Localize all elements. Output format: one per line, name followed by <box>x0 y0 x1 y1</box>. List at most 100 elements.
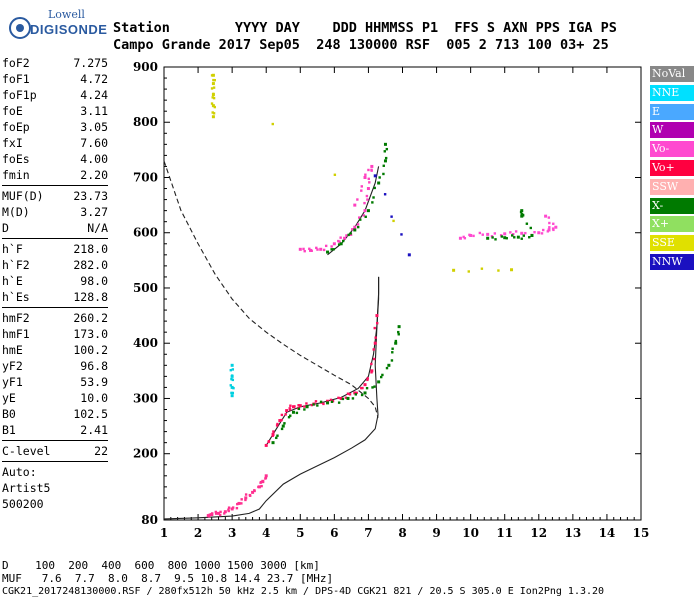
echo-point <box>348 393 352 396</box>
echo-point <box>346 392 350 395</box>
param-row: hmF2 260.2 <box>2 310 108 326</box>
echo-point <box>548 221 551 225</box>
echo-point <box>319 400 323 404</box>
echo-point <box>230 374 234 377</box>
legend-item: X- <box>650 197 694 214</box>
echo-point <box>227 508 230 511</box>
echo-point <box>356 223 360 226</box>
param-row: foEs 4.00 <box>2 151 108 167</box>
x-tick-label: 7 <box>364 526 372 540</box>
echo-point <box>357 225 360 229</box>
echo-point <box>530 233 534 237</box>
echo-point <box>490 235 494 238</box>
echo-point <box>230 507 234 511</box>
param-row: hmE 100.2 <box>2 342 108 358</box>
echo-point <box>231 391 235 395</box>
echo-point <box>397 333 400 336</box>
echo-point <box>390 215 393 218</box>
echo-point <box>478 231 482 235</box>
echo-point <box>503 236 507 240</box>
echo-point <box>363 391 367 395</box>
echo-point <box>217 511 221 515</box>
param-value: 102.5 <box>73 407 108 421</box>
echo-point <box>211 96 214 99</box>
echo-point <box>297 407 301 411</box>
echo-point <box>219 510 222 514</box>
echo-point <box>208 515 211 518</box>
param-row: yF2 96.8 <box>2 358 108 374</box>
echo-point <box>363 175 367 179</box>
echo-point <box>212 92 215 96</box>
clevel-row: C-level 22 <box>2 443 108 459</box>
echo-point <box>230 385 234 389</box>
echo-point <box>497 269 500 272</box>
echo-point <box>500 235 504 238</box>
param-value: 2.41 <box>80 423 108 437</box>
distance-row: D 100 200 400 600 800 1000 1500 3000 [km… <box>2 559 320 572</box>
x-tick-label: 2 <box>194 526 202 540</box>
echo-point <box>547 228 551 232</box>
echo-point <box>230 377 233 381</box>
echo-point <box>314 400 318 403</box>
echo-point <box>264 474 268 478</box>
echo-point <box>280 418 283 422</box>
y-tick-label: 700 <box>133 170 158 184</box>
plot-frame <box>163 66 642 521</box>
echo-point <box>467 270 470 273</box>
echo-point <box>261 480 265 484</box>
echo-point <box>344 396 348 399</box>
echo-point <box>240 502 243 505</box>
echo-point <box>472 234 475 238</box>
echo-point <box>308 247 311 251</box>
echo-point <box>337 396 340 400</box>
echo-point <box>519 210 523 214</box>
y-tick-label: 80 <box>141 513 158 527</box>
echo-point <box>272 430 275 433</box>
echo-point <box>382 164 385 167</box>
echo-point <box>363 209 367 213</box>
echo-point <box>275 436 278 440</box>
echo-point <box>339 236 342 239</box>
echo-point <box>540 232 544 235</box>
echo-point <box>264 477 267 480</box>
echo-point <box>271 122 274 126</box>
param-label: fxI <box>2 136 23 150</box>
echo-point <box>230 394 234 398</box>
param-label: MUF(D) <box>2 189 44 203</box>
echo-point <box>366 378 369 382</box>
echo-point <box>330 400 334 403</box>
y-tick-label: 600 <box>133 226 158 240</box>
echo-point <box>374 336 377 339</box>
echo-point <box>312 403 315 406</box>
echo-point <box>214 510 217 514</box>
x-tick-label: 9 <box>432 526 440 540</box>
param-label: h`E <box>2 274 23 288</box>
echo-point <box>283 422 286 425</box>
echo-point <box>337 401 341 404</box>
echo-point <box>528 236 531 239</box>
param-value: 96.8 <box>80 359 108 373</box>
echo-point <box>548 226 551 229</box>
x-tick-label: 14 <box>599 526 616 540</box>
echo-point <box>366 187 370 191</box>
x-tick-label: 1 <box>160 526 168 540</box>
echo-point <box>338 240 341 243</box>
x-tick-label: 3 <box>228 526 236 540</box>
echo-point <box>305 402 308 405</box>
echo-point <box>391 351 394 354</box>
param-label: B0 <box>2 407 16 421</box>
echo-point <box>361 386 364 390</box>
legend-item: Vo- <box>650 141 694 158</box>
echo-point <box>371 386 374 389</box>
echo-point <box>394 341 398 345</box>
echo-point <box>480 267 484 270</box>
y-tick-label: 400 <box>133 336 158 350</box>
echo-point <box>547 216 551 219</box>
echo-point <box>285 409 289 413</box>
autoscaling-info: Auto: <box>2 465 37 479</box>
echo-point <box>319 247 323 251</box>
echo-point <box>326 250 330 254</box>
param-divider <box>2 461 108 462</box>
echo-point <box>288 408 292 411</box>
footer-info: CGK21_2017248130000.RSF / 280fx512h 50 k… <box>2 586 605 597</box>
